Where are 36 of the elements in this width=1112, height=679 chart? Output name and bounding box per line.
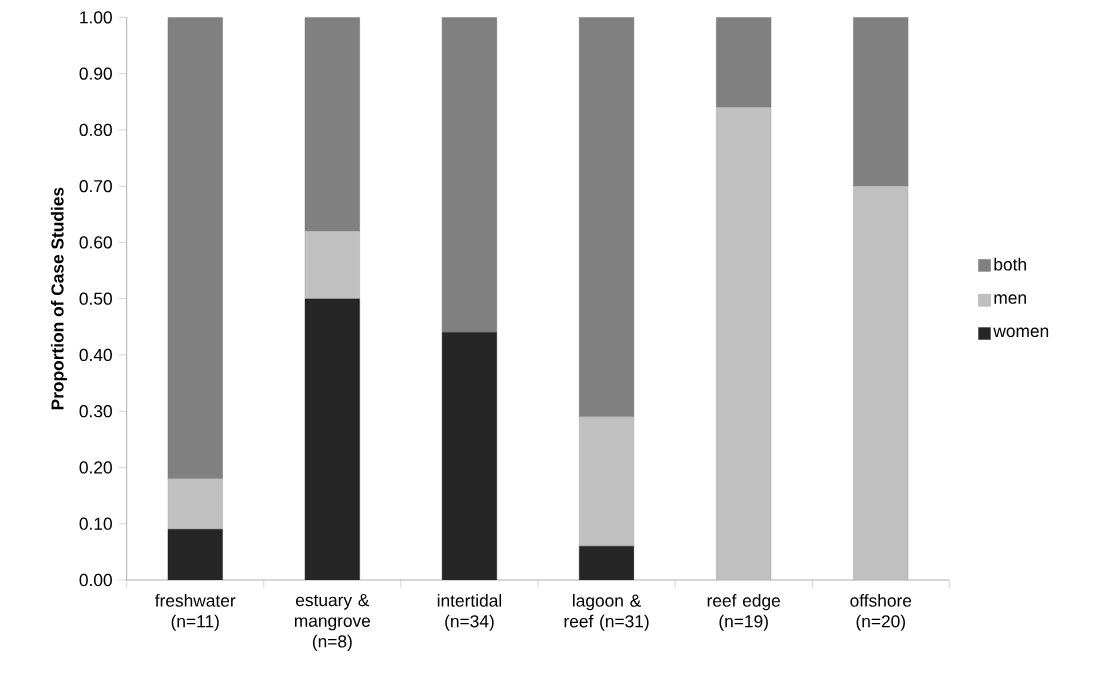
bar	[579, 416, 635, 547]
bar	[579, 17, 635, 418]
bar	[304, 17, 360, 232]
bar	[579, 546, 635, 581]
y-tick-label: 0.50	[79, 292, 112, 305]
bar	[167, 478, 223, 530]
x-tick-label: offshore (n=20)	[850, 594, 912, 632]
legend-label: women	[993, 327, 1049, 338]
bar	[167, 529, 223, 581]
y-tick-label: 0.30	[79, 405, 112, 418]
bar	[304, 231, 360, 300]
bar	[853, 17, 909, 187]
y-tick-label: 0.40	[79, 348, 112, 362]
bar	[167, 17, 223, 480]
x-tick-label: estuary & mangrove (n=8)	[294, 594, 371, 652]
y-tick-label: 0.00	[79, 574, 112, 587]
bar	[716, 17, 772, 108]
bar	[304, 298, 360, 581]
bar	[441, 332, 497, 581]
y-tick-label: 0.20	[79, 461, 112, 474]
x-tick-label: intertidal (n=34)	[437, 594, 502, 632]
y-tick-label: 0.10	[79, 517, 112, 531]
bar	[853, 186, 909, 581]
x-tick-label: freshwater (n=11)	[155, 594, 236, 632]
bar	[716, 107, 772, 581]
y-tick-label: 0.90	[79, 67, 112, 80]
y-tick-label: 0.60	[79, 236, 112, 249]
x-tick-label: lagoon & reef (n=31)	[564, 594, 649, 632]
y-tick-label: 1.00	[80, 11, 112, 24]
x-tick-label: reef edge (n=19)	[707, 594, 780, 632]
legend-label: both	[994, 257, 1026, 271]
legend-label: men	[994, 294, 1026, 304]
bar	[441, 17, 497, 333]
y-axis-title: Proportion of Case Studies	[50, 187, 68, 410]
y-tick-label: 0.80	[79, 123, 112, 137]
y-tick-label: 0.70	[79, 180, 112, 193]
